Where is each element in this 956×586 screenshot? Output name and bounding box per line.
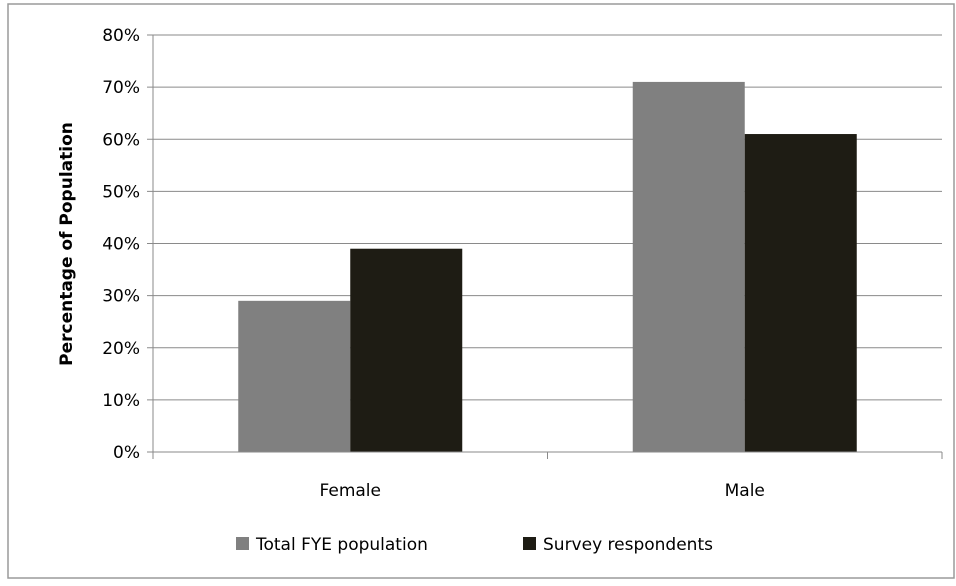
legend-label: Survey respondents	[543, 535, 713, 555]
y-tick-label: 50%	[102, 182, 140, 202]
y-tick-label: 0%	[113, 443, 140, 463]
y-tick-label: 20%	[102, 339, 140, 359]
bar	[632, 81, 745, 452]
x-category-label: Male	[725, 481, 765, 501]
y-tick-label: 80%	[102, 26, 140, 46]
y-tick-label: 60%	[102, 130, 140, 150]
legend-swatch	[236, 537, 249, 550]
axes: 0% 10% 20% 30% 40% 50% 60% 70% 80% Female Male	[102, 26, 943, 501]
bar	[744, 134, 857, 452]
legend: Total FYE population Survey respondents	[236, 535, 713, 555]
y-axis-title: Percentage of Population	[57, 122, 77, 366]
y-tick-label: 30%	[102, 287, 140, 307]
legend-label: Total FYE population	[255, 535, 428, 555]
y-tick-label: 70%	[102, 78, 140, 98]
bars	[238, 81, 857, 452]
bar	[238, 300, 351, 452]
y-tick-label: 10%	[102, 391, 140, 411]
legend-swatch	[523, 537, 536, 550]
bar	[350, 248, 463, 452]
x-category-label: Female	[320, 481, 381, 501]
y-tick-label: 40%	[102, 235, 140, 255]
